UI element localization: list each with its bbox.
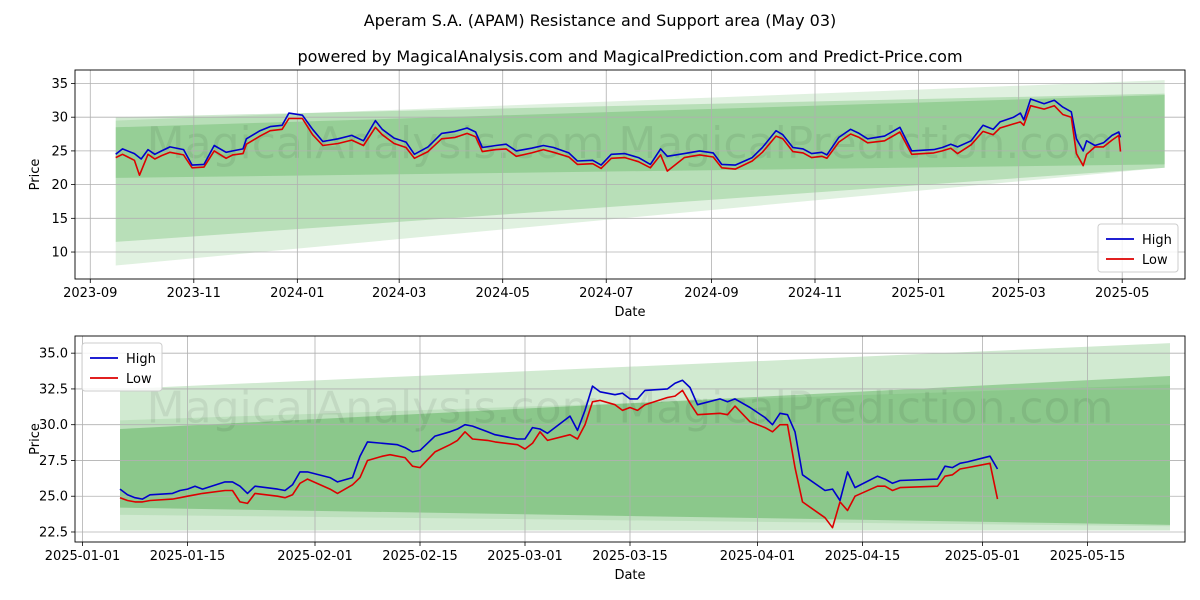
y-tick-label: 35.0 [39,347,68,362]
legend: High Low [1097,223,1179,273]
band-2 [120,384,1170,527]
band-1 [115,80,1165,266]
y-tick-label: 15 [51,212,68,227]
x-tick-label: 2024-11 [788,286,842,301]
x-tick-label: 2025-05-01 [945,549,1021,564]
legend-label-low: Low [1142,253,1168,268]
y-tick-label: 30.0 [39,418,68,433]
watermark: MagicalAnalysis.com MagicalPrediction.co… [147,118,1114,169]
series-line-low [119,389,999,529]
legend-label-high: High [1142,233,1172,248]
y-tick-label: 22.5 [39,525,68,540]
legend-box [1097,223,1179,273]
y-tick-label: 25 [51,144,68,159]
x-tick-label: 2025-01 [891,286,945,301]
chart-subtitle: powered by MagicalAnalysis.com and Magic… [297,47,962,66]
y-axis-label: Price [28,159,43,191]
y-tick-label: 27.5 [39,454,68,469]
x-tick-label: 2025-01-01 [45,549,121,564]
x-axis-label: Date [614,568,645,583]
x-tick-label: 2025-02-01 [277,549,353,564]
band-2 [115,94,1165,178]
x-tick-label: 2025-03 [992,286,1046,301]
series-layer [119,379,999,529]
series-layer [115,98,1122,176]
series-line-low [115,104,1122,176]
legend-label-high: High [126,352,156,367]
x-tick-label: 2024-09 [684,286,738,301]
series-line-high [119,379,999,502]
x-tick-label: 2025-01-15 [150,549,226,564]
y-tick-label: 20 [51,178,68,193]
x-tick-label: 2025-03-01 [487,549,563,564]
x-tick-label: 2023-11 [167,286,221,301]
x-tick-label: 2025-04-01 [720,549,796,564]
y-tick-label: 30 [51,111,68,126]
y-tick-label: 35 [51,77,68,92]
band-layer [120,343,1170,531]
x-tick-label: 2024-05 [476,286,530,301]
x-tick-label: 2024-03 [372,286,426,301]
legend-label-low: Low [126,372,152,387]
panel-full-history: MagicalAnalysis.com MagicalPrediction.co… [28,69,1186,320]
band-layer [115,80,1165,266]
x-tick-label: 2024-01 [270,286,324,301]
chart-title: Aperam S.A. (APAM) Resistance and Suppor… [364,11,837,30]
x-tick-label: 2025-03-15 [592,549,668,564]
band-0 [120,343,1170,531]
y-axis-label: Price [28,423,43,455]
x-tick-label: 2025-02-15 [382,549,458,564]
x-tick-label: 2025-05-15 [1050,549,1126,564]
legend: High Low [81,342,163,392]
x-tick-label: 2024-07 [579,286,633,301]
y-tick-label: 25.0 [39,490,68,505]
series-line-high [115,98,1122,166]
x-tick-label: 2023-09 [63,286,117,301]
y-tick-label: 32.5 [39,382,68,397]
x-axis-label: Date [614,305,645,320]
legend-box [81,342,163,392]
plot-frame [74,335,1186,543]
x-tick-label: 2025-04-15 [825,549,901,564]
y-tick-label: 10 [51,246,68,261]
plot-frame [74,69,1186,280]
x-tick-label: 2025-05 [1095,286,1149,301]
panel-zoomed-recent: MagicalAnalysis.com MagicalPrediction.co… [28,335,1186,583]
